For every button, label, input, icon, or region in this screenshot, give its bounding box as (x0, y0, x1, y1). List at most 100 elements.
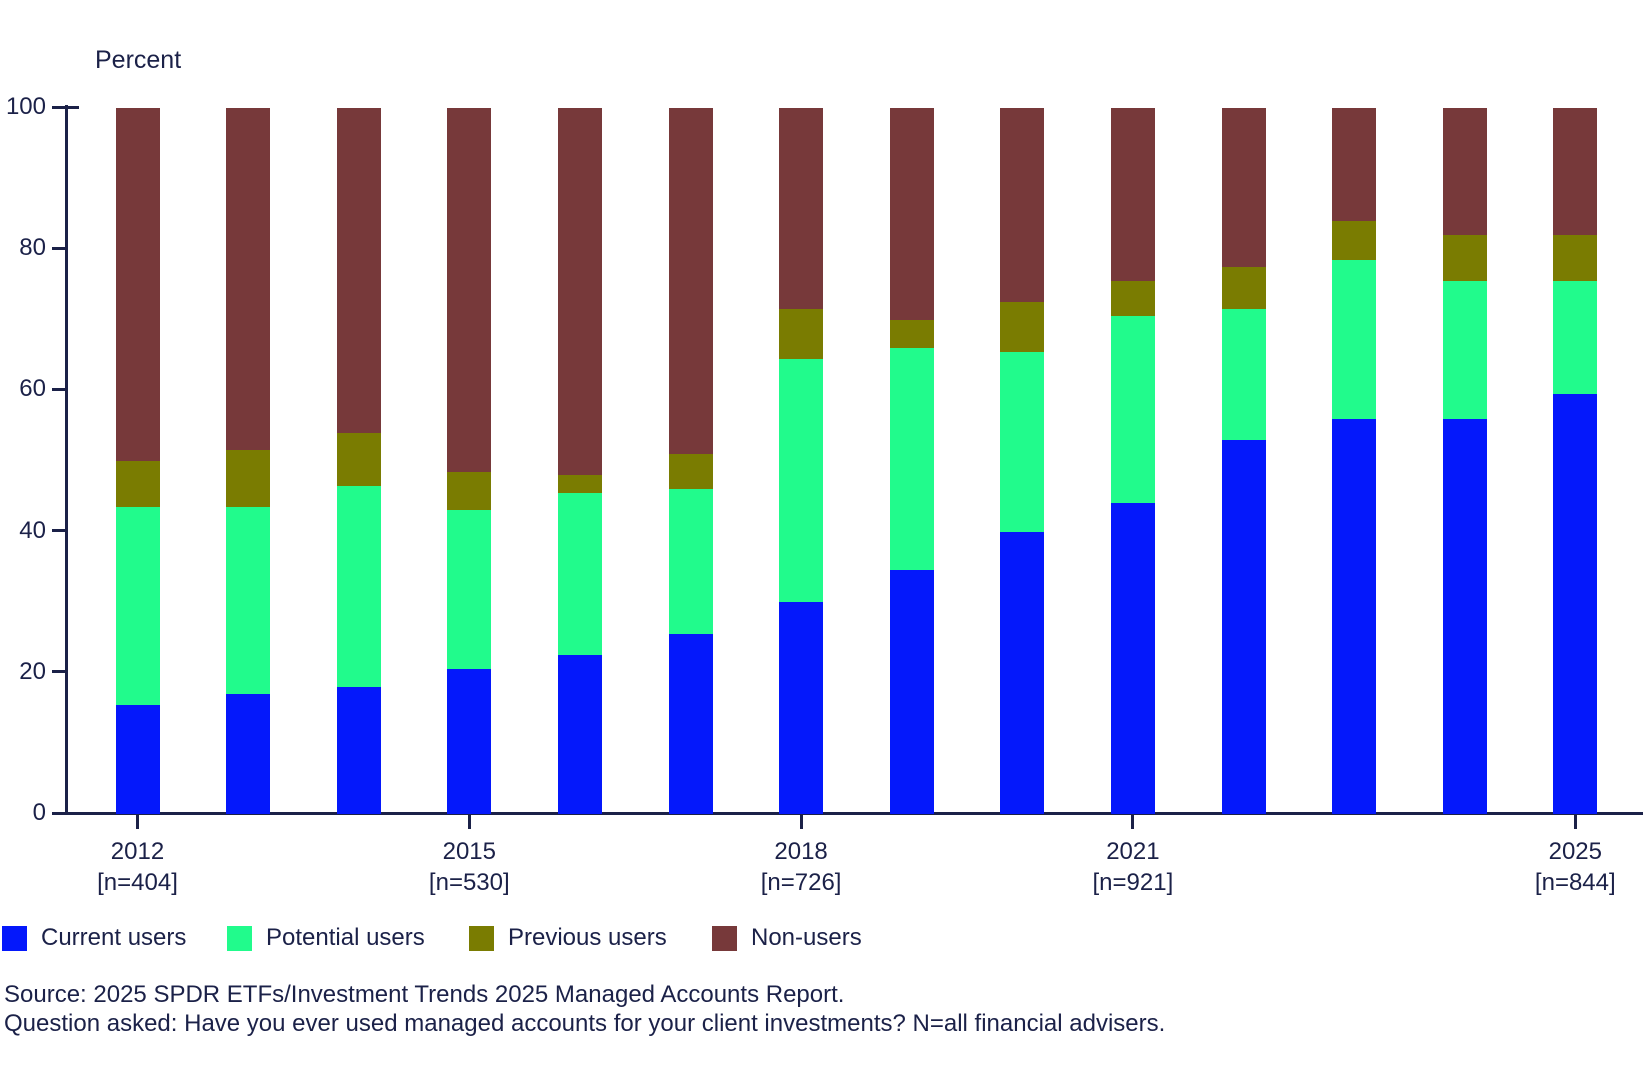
bar-segment-previous-users (1442, 235, 1487, 281)
legend-swatch (227, 925, 252, 951)
bar-segment-non-users (1110, 108, 1155, 281)
bar-segment-previous-users (779, 309, 824, 359)
bar-2017 (668, 108, 713, 814)
y-tick-label: 40 (19, 516, 46, 544)
bar-segment-current-users (336, 686, 381, 814)
bar-segment-potential-users (336, 485, 381, 687)
legend-label: Potential users (266, 924, 425, 951)
y-tick-label: 100 (5, 93, 46, 120)
source-note: Source: 2025 SPDR ETFs/Investment Trends… (4, 981, 845, 1008)
y-tick-mark (52, 246, 67, 250)
bar-segment-previous-users (889, 319, 934, 349)
bar-2018 (779, 108, 824, 814)
legend-swatch (2, 925, 27, 951)
bar-segment-current-users (779, 602, 824, 814)
bar-segment-potential-users (779, 358, 824, 603)
x-tick-n-label: [n=844] (1534, 869, 1616, 896)
x-tick-year-label: 2015 (442, 838, 496, 865)
bar-segment-potential-users (1221, 309, 1266, 440)
bar-segment-previous-users (668, 453, 713, 490)
bar-segment-previous-users (1553, 235, 1598, 281)
bar-segment-non-users (889, 108, 934, 320)
x-tick-mark (136, 815, 139, 829)
bar-2020 (1000, 108, 1045, 814)
bar-2025 (1553, 108, 1598, 814)
bar-2013 (226, 108, 271, 814)
legend-label: Current users (41, 924, 187, 951)
bar-segment-current-users (1553, 393, 1598, 814)
y-axis-title: Percent (95, 46, 182, 74)
bar-segment-non-users (1221, 108, 1266, 267)
x-tick-mark (799, 815, 803, 829)
bar-segment-current-users (557, 655, 602, 814)
y-tick-label: 0 (32, 799, 46, 826)
bar-segment-current-users (889, 570, 934, 814)
y-tick-label: 20 (19, 657, 46, 685)
y-tick-mark (52, 811, 67, 815)
bar-segment-non-users (115, 108, 160, 461)
bar-2016 (557, 108, 602, 814)
bar-segment-previous-users (557, 475, 602, 493)
bar-2023 (1332, 108, 1377, 814)
x-tick-n-label: [n=921] (1092, 869, 1174, 896)
bar-segment-potential-users (1442, 280, 1487, 419)
bar-segment-previous-users (226, 450, 271, 507)
bar-segment-current-users (1332, 418, 1377, 814)
y-tick-mark (52, 670, 67, 674)
y-axis-line (65, 105, 68, 815)
legend-item-previous-users: Previous users (469, 924, 667, 952)
legend-item-potential-users: Potential users (227, 924, 425, 952)
bar-segment-current-users (668, 633, 713, 814)
bar-segment-previous-users (1221, 266, 1266, 310)
bar-segment-previous-users (1332, 220, 1377, 260)
x-tick-year-label: 2018 (774, 838, 828, 865)
bar-segment-non-users (1000, 108, 1045, 303)
bar-segment-previous-users (447, 471, 492, 511)
x-tick-year-label: 2012 (110, 838, 165, 865)
bar-segment-non-users (336, 108, 381, 433)
bar-segment-potential-users (557, 492, 602, 656)
bar-segment-current-users (1221, 439, 1266, 814)
bar-segment-potential-users (668, 489, 713, 634)
bar-2021 (1110, 108, 1155, 814)
bar-2015 (447, 108, 492, 814)
bar-2022 (1221, 108, 1266, 814)
x-tick-year-label: 2025 (1548, 838, 1602, 865)
bar-segment-previous-users (1000, 302, 1045, 352)
x-tick-mark (1131, 815, 1135, 829)
bar-segment-current-users (447, 669, 492, 814)
y-tick-mark (52, 105, 79, 109)
x-tick-n-label: [n=530] (428, 869, 510, 896)
bar-segment-current-users (115, 704, 160, 814)
bar-segment-non-users (447, 108, 492, 472)
bar-segment-current-users (226, 693, 271, 814)
y-tick-label: 60 (19, 375, 46, 403)
legend-label: Non-users (751, 924, 862, 951)
y-tick-mark (52, 387, 67, 391)
y-tick-mark (52, 529, 67, 533)
x-tick-n-label: [n=726] (760, 869, 842, 896)
bar-segment-current-users (1110, 503, 1155, 814)
bar-segment-potential-users (889, 348, 934, 571)
bar-segment-non-users (1332, 108, 1377, 221)
x-tick-n-label: [n=404] (97, 869, 178, 896)
bar-2012 (115, 108, 160, 814)
bar-segment-potential-users (1332, 259, 1377, 419)
x-tick-mark (1573, 815, 1577, 829)
bar-segment-potential-users (1000, 351, 1045, 532)
bar-2014 (336, 108, 381, 814)
bar-2024 (1442, 108, 1487, 814)
bar-2019 (889, 108, 934, 814)
legend-swatch (712, 925, 737, 951)
x-axis-line (65, 812, 1643, 815)
legend-label: Previous users (508, 924, 667, 951)
question-note: Question asked: Have you ever used manag… (4, 1010, 1166, 1037)
legend-swatch (469, 925, 494, 951)
bar-segment-potential-users (447, 510, 492, 670)
bar-segment-potential-users (1553, 280, 1598, 394)
bar-segment-non-users (226, 108, 271, 451)
bar-segment-non-users (668, 108, 713, 454)
bar-segment-potential-users (115, 506, 160, 705)
legend-item-current-users: Current users (2, 924, 186, 952)
